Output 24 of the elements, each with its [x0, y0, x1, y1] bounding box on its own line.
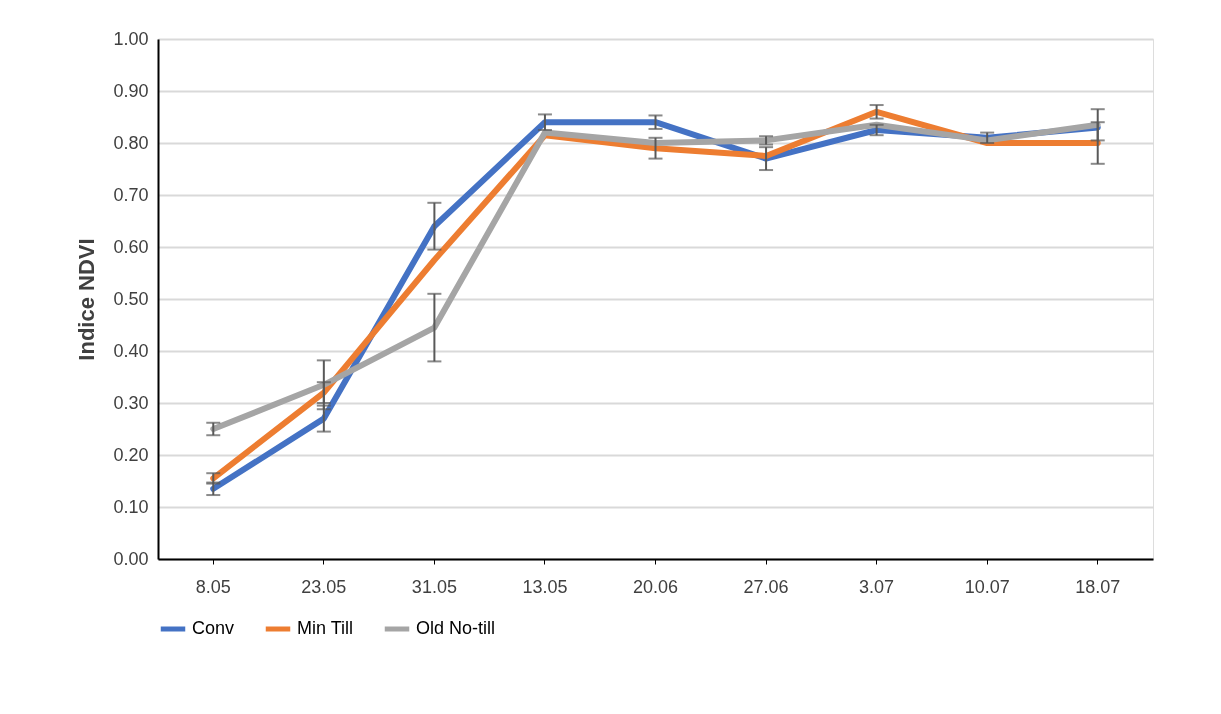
y-tick-label: 0.70: [113, 184, 149, 205]
legend-label: Conv: [192, 618, 235, 638]
x-tick-label: 13.05: [522, 576, 568, 597]
x-tick-label: 27.06: [743, 576, 789, 597]
x-tick-label: 23.05: [301, 576, 347, 597]
y-axis-title: Indice NDVI: [74, 238, 100, 361]
y-tick-label: 0.90: [113, 80, 149, 101]
y-tick-label: 0.50: [113, 288, 149, 309]
y-tick-label: 0.00: [113, 548, 149, 569]
y-tick-label: 0.30: [113, 392, 149, 413]
legend-label: Min Till: [297, 618, 354, 638]
y-tick-label: 0.10: [113, 496, 149, 517]
x-tick-label: 18.07: [1075, 576, 1121, 597]
y-tick-label: 0.40: [113, 340, 149, 361]
x-tick-label: 20.06: [632, 576, 679, 597]
x-tick-label: 31.05: [411, 576, 457, 597]
y-tick-label: 1.00: [113, 28, 149, 49]
y-tick-label: 0.20: [113, 444, 149, 465]
x-tick-label: 8.05: [195, 576, 231, 597]
x-tick-label: 3.07: [859, 576, 895, 597]
y-tick-label: 0.80: [113, 132, 149, 153]
x-tick-label: 10.07: [964, 576, 1010, 597]
legend-label: Old No-till: [416, 618, 496, 638]
y-tick-label: 0.60: [113, 236, 149, 257]
